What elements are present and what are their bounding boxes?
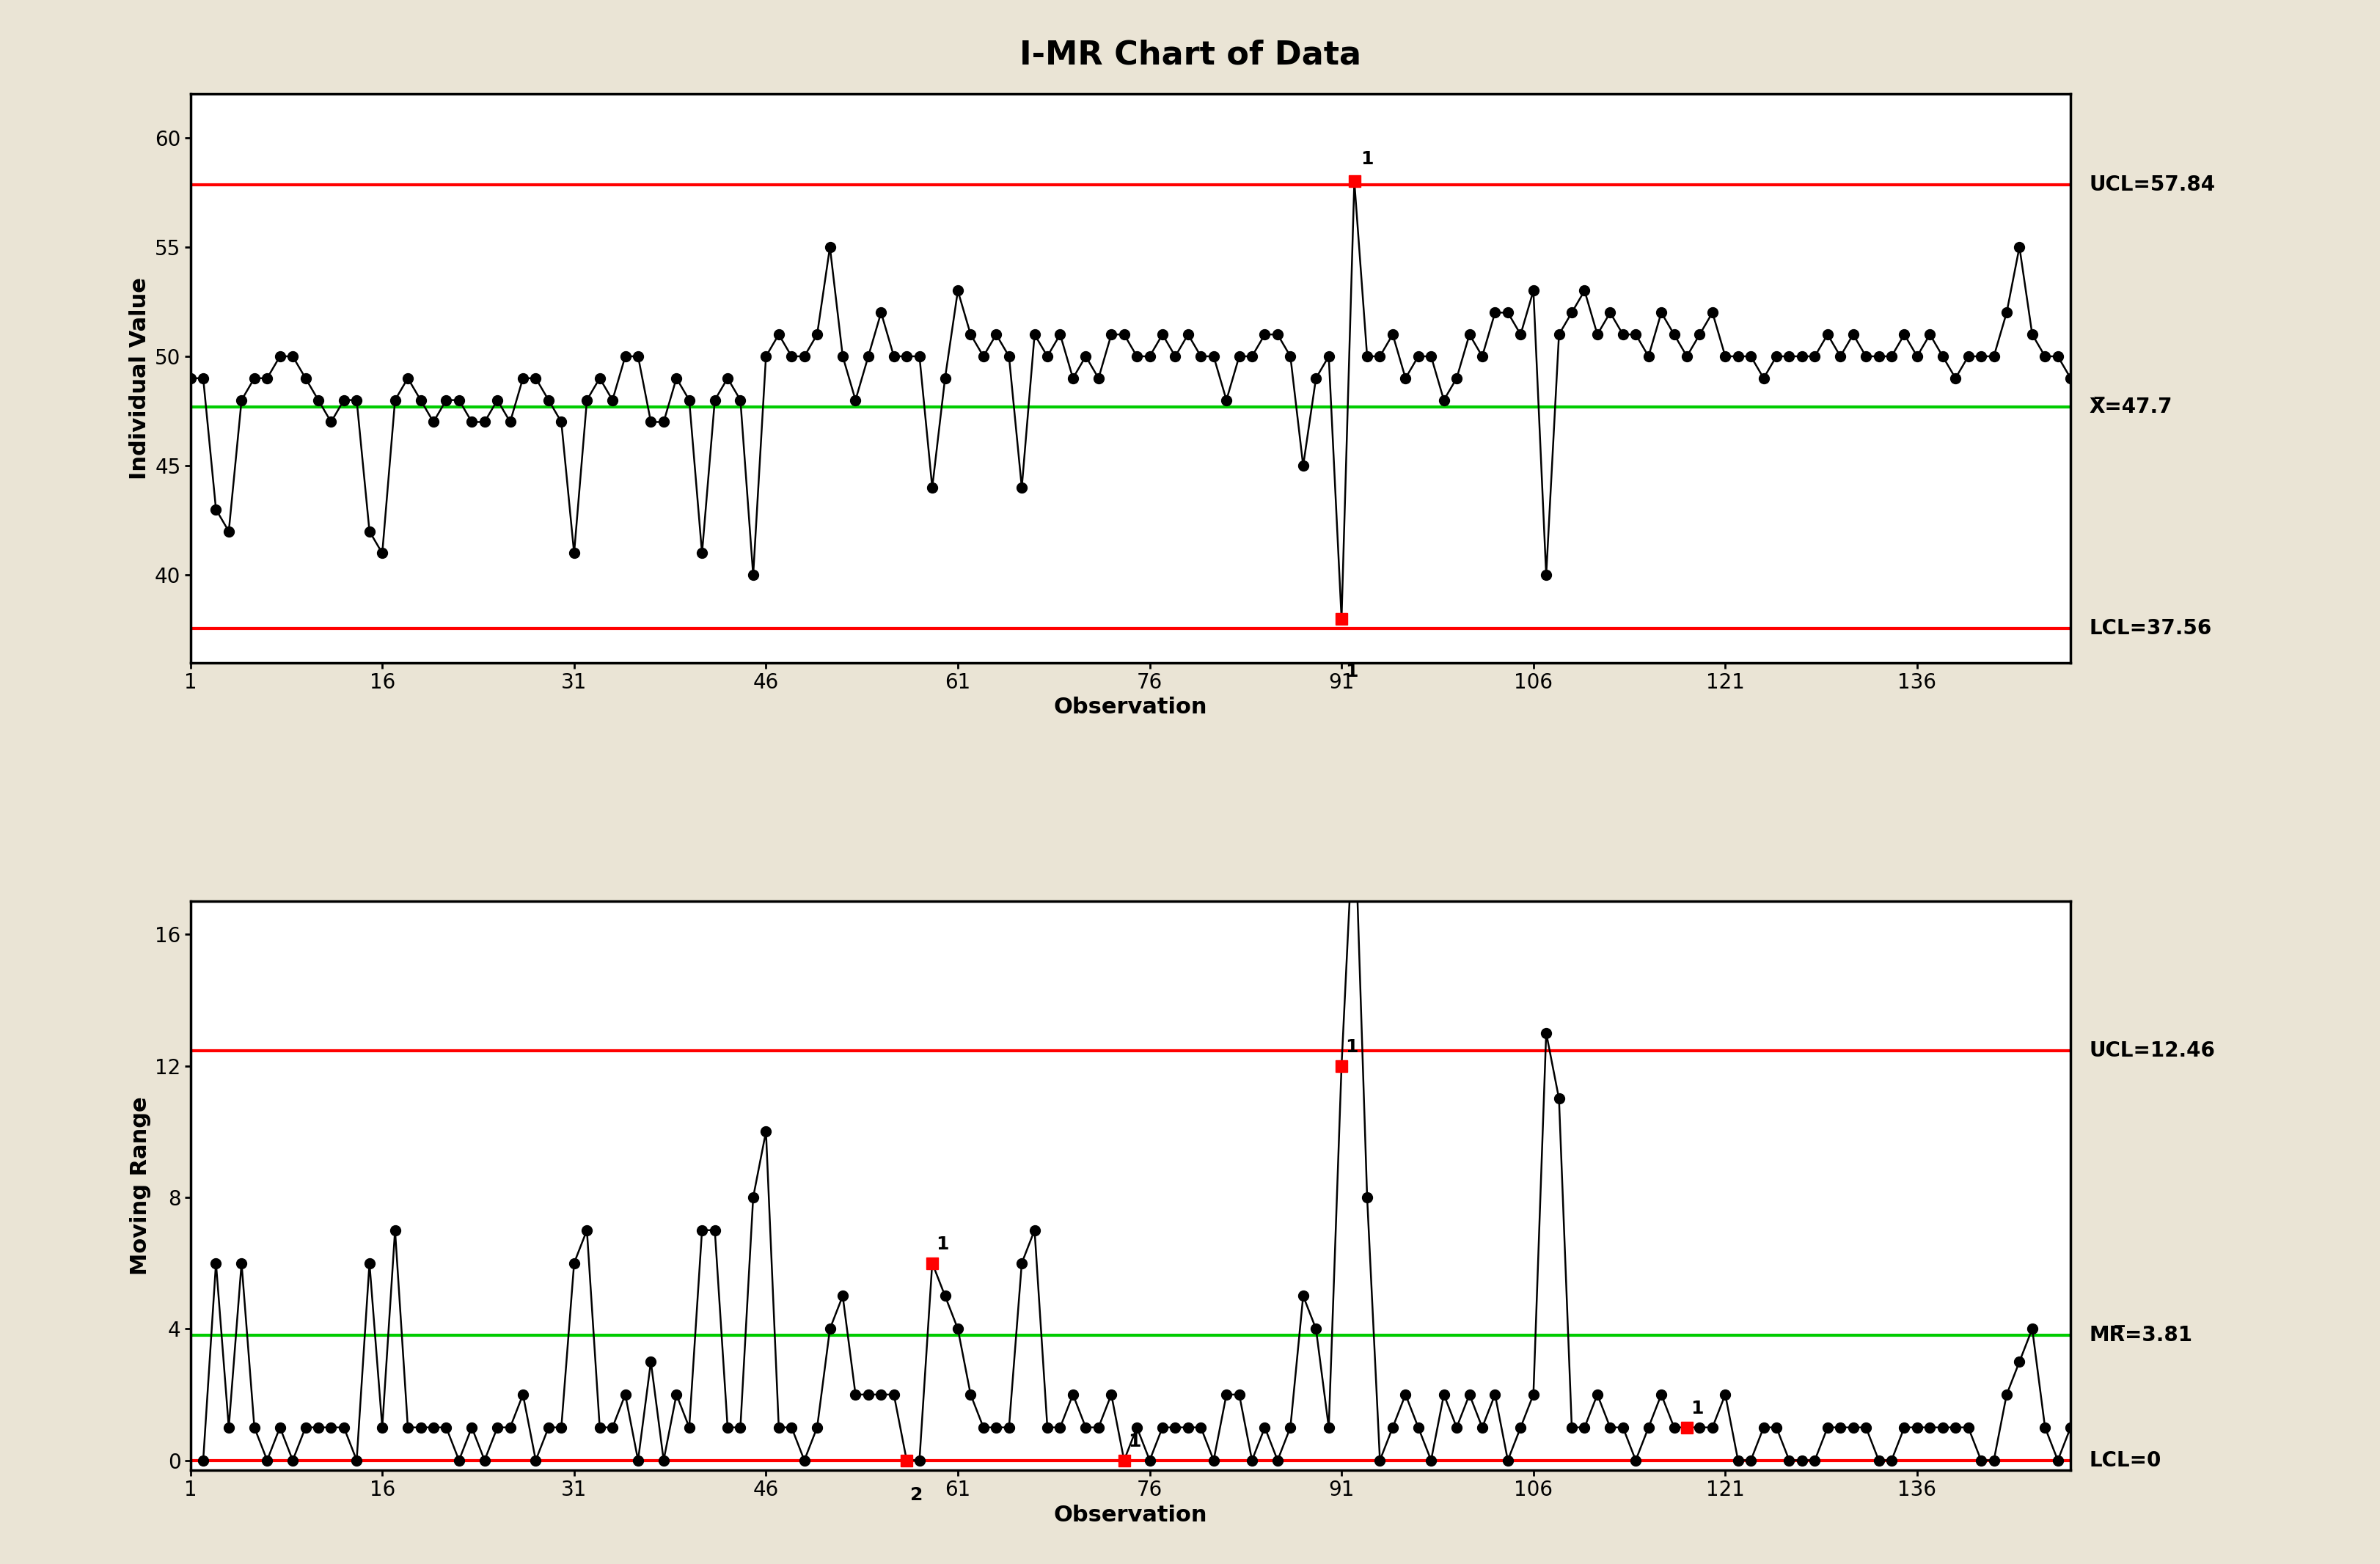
- Text: I-MR Chart of Data: I-MR Chart of Data: [1019, 39, 1361, 70]
- Text: MR̅=3.81: MR̅=3.81: [2090, 1325, 2192, 1345]
- Y-axis label: Moving Range: Moving Range: [129, 1096, 150, 1275]
- Text: LCL=0: LCL=0: [2090, 1450, 2161, 1470]
- Text: 1: 1: [1345, 1038, 1359, 1056]
- Text: 1: 1: [1128, 1433, 1140, 1450]
- Text: UCL=57.84: UCL=57.84: [2090, 175, 2216, 196]
- Text: 1: 1: [1361, 150, 1373, 169]
- Text: LCL=37.56: LCL=37.56: [2090, 618, 2211, 638]
- Text: 2: 2: [912, 1487, 923, 1505]
- X-axis label: Observation: Observation: [1054, 1505, 1207, 1526]
- X-axis label: Observation: Observation: [1054, 698, 1207, 718]
- Text: 1: 1: [1690, 1400, 1704, 1417]
- Text: 1: 1: [935, 1236, 950, 1253]
- Text: 1: 1: [1345, 663, 1359, 680]
- Text: X̅=47.7: X̅=47.7: [2090, 396, 2173, 418]
- Text: UCL=12.46: UCL=12.46: [2090, 1040, 2216, 1060]
- Y-axis label: Individual Value: Individual Value: [129, 277, 150, 479]
